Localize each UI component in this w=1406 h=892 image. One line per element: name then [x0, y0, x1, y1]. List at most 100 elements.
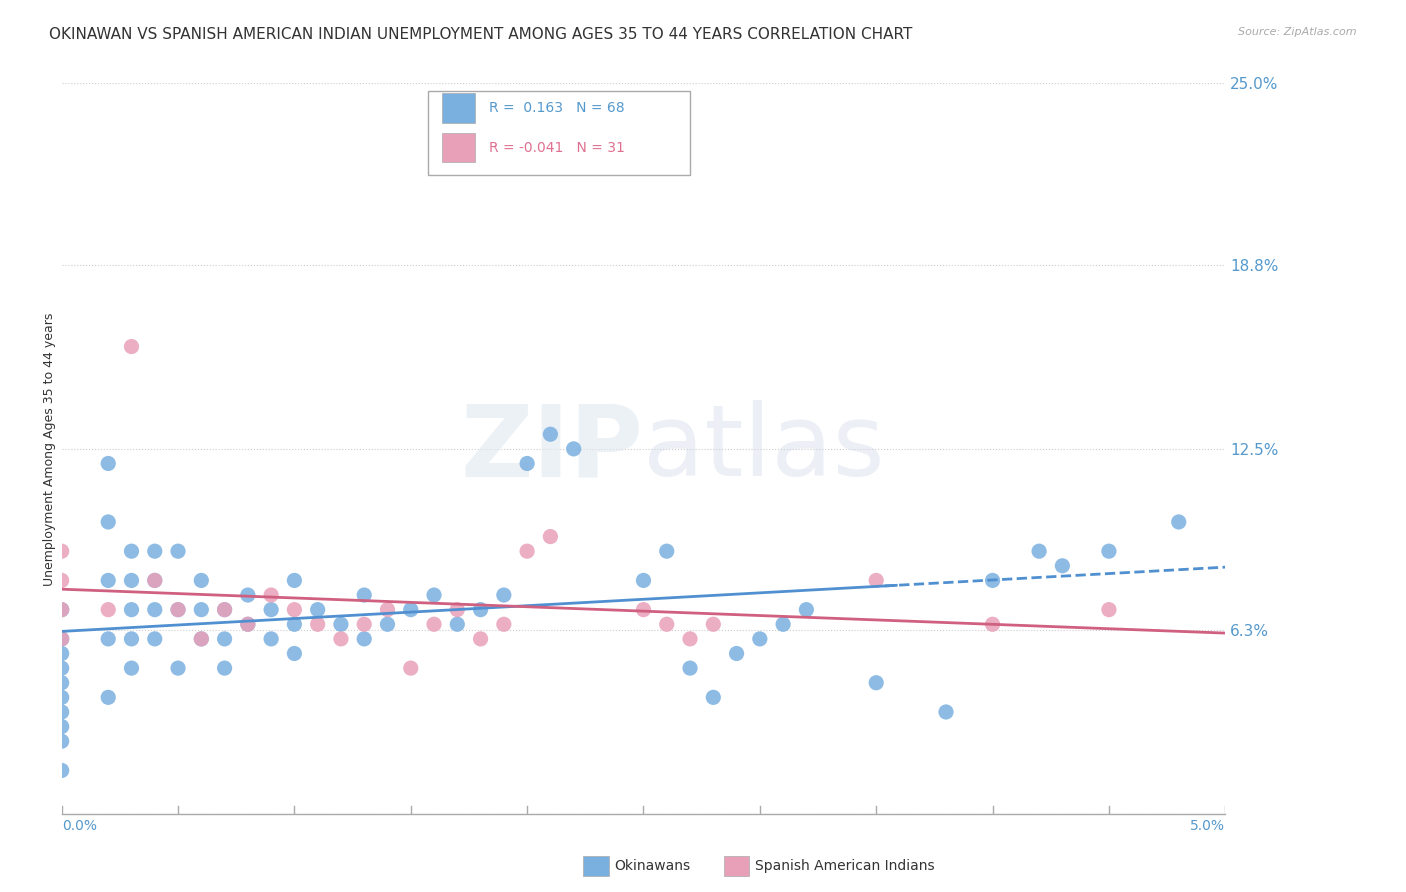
- Point: [1167, 515, 1189, 529]
- Point: [423, 588, 446, 602]
- Point: [167, 661, 190, 675]
- Point: [470, 602, 492, 616]
- Point: [97, 632, 120, 646]
- Point: [1098, 602, 1121, 616]
- Point: [121, 661, 143, 675]
- Point: [492, 588, 515, 602]
- Point: [121, 574, 143, 588]
- Point: [353, 588, 375, 602]
- Point: [121, 602, 143, 616]
- Point: [51, 602, 73, 616]
- Point: [51, 720, 73, 734]
- Point: [167, 602, 190, 616]
- Point: [446, 602, 468, 616]
- Point: [236, 588, 259, 602]
- Point: [236, 617, 259, 632]
- Point: [143, 574, 166, 588]
- Point: [97, 574, 120, 588]
- Point: [51, 661, 73, 675]
- Point: [702, 690, 724, 705]
- Point: [538, 427, 561, 442]
- Point: [51, 734, 73, 748]
- Point: [981, 617, 1004, 632]
- Point: [51, 675, 73, 690]
- FancyBboxPatch shape: [441, 94, 475, 123]
- FancyBboxPatch shape: [441, 133, 475, 162]
- Point: [377, 602, 399, 616]
- Point: [679, 632, 702, 646]
- Point: [283, 617, 305, 632]
- Point: [446, 617, 468, 632]
- Point: [562, 442, 585, 456]
- Text: ZIP: ZIP: [461, 401, 644, 498]
- Point: [516, 457, 538, 471]
- Point: [51, 690, 73, 705]
- Point: [702, 617, 724, 632]
- Point: [655, 617, 678, 632]
- Point: [236, 617, 259, 632]
- Point: [935, 705, 957, 719]
- Point: [97, 457, 120, 471]
- Point: [97, 602, 120, 616]
- Point: [214, 632, 236, 646]
- Point: [190, 574, 212, 588]
- Point: [51, 647, 73, 661]
- Point: [121, 632, 143, 646]
- Point: [748, 632, 770, 646]
- Text: R = -0.041   N = 31: R = -0.041 N = 31: [489, 141, 624, 154]
- FancyBboxPatch shape: [429, 91, 690, 175]
- Point: [143, 602, 166, 616]
- Point: [329, 617, 352, 632]
- Point: [143, 574, 166, 588]
- Text: Okinawans: Okinawans: [614, 859, 690, 873]
- Point: [633, 602, 655, 616]
- Point: [260, 602, 283, 616]
- Text: R =  0.163   N = 68: R = 0.163 N = 68: [489, 101, 624, 115]
- Point: [167, 544, 190, 558]
- Point: [981, 574, 1004, 588]
- Point: [51, 632, 73, 646]
- Point: [121, 340, 143, 354]
- Point: [399, 602, 422, 616]
- Text: Spanish American Indians: Spanish American Indians: [755, 859, 935, 873]
- Text: 0.0%: 0.0%: [62, 820, 97, 833]
- Point: [377, 617, 399, 632]
- Point: [1028, 544, 1050, 558]
- Point: [796, 602, 818, 616]
- Text: atlas: atlas: [644, 401, 886, 498]
- Point: [190, 632, 212, 646]
- Point: [1098, 544, 1121, 558]
- Point: [679, 661, 702, 675]
- Point: [538, 530, 561, 544]
- Point: [97, 515, 120, 529]
- Point: [283, 574, 305, 588]
- Point: [143, 632, 166, 646]
- Y-axis label: Unemployment Among Ages 35 to 44 years: Unemployment Among Ages 35 to 44 years: [44, 312, 56, 585]
- Point: [167, 602, 190, 616]
- Point: [865, 574, 887, 588]
- Point: [214, 661, 236, 675]
- Point: [470, 632, 492, 646]
- Point: [516, 544, 538, 558]
- Point: [353, 617, 375, 632]
- Point: [260, 632, 283, 646]
- Point: [329, 632, 352, 646]
- Point: [353, 632, 375, 646]
- Point: [725, 647, 748, 661]
- Point: [214, 602, 236, 616]
- Point: [772, 617, 794, 632]
- Point: [423, 617, 446, 632]
- Point: [97, 690, 120, 705]
- Point: [283, 602, 305, 616]
- Point: [51, 632, 73, 646]
- Point: [143, 544, 166, 558]
- Point: [51, 602, 73, 616]
- Point: [1052, 558, 1074, 573]
- Point: [260, 588, 283, 602]
- Point: [51, 705, 73, 719]
- Text: 5.0%: 5.0%: [1191, 820, 1225, 833]
- Point: [51, 574, 73, 588]
- Point: [190, 602, 212, 616]
- Point: [492, 617, 515, 632]
- Point: [214, 602, 236, 616]
